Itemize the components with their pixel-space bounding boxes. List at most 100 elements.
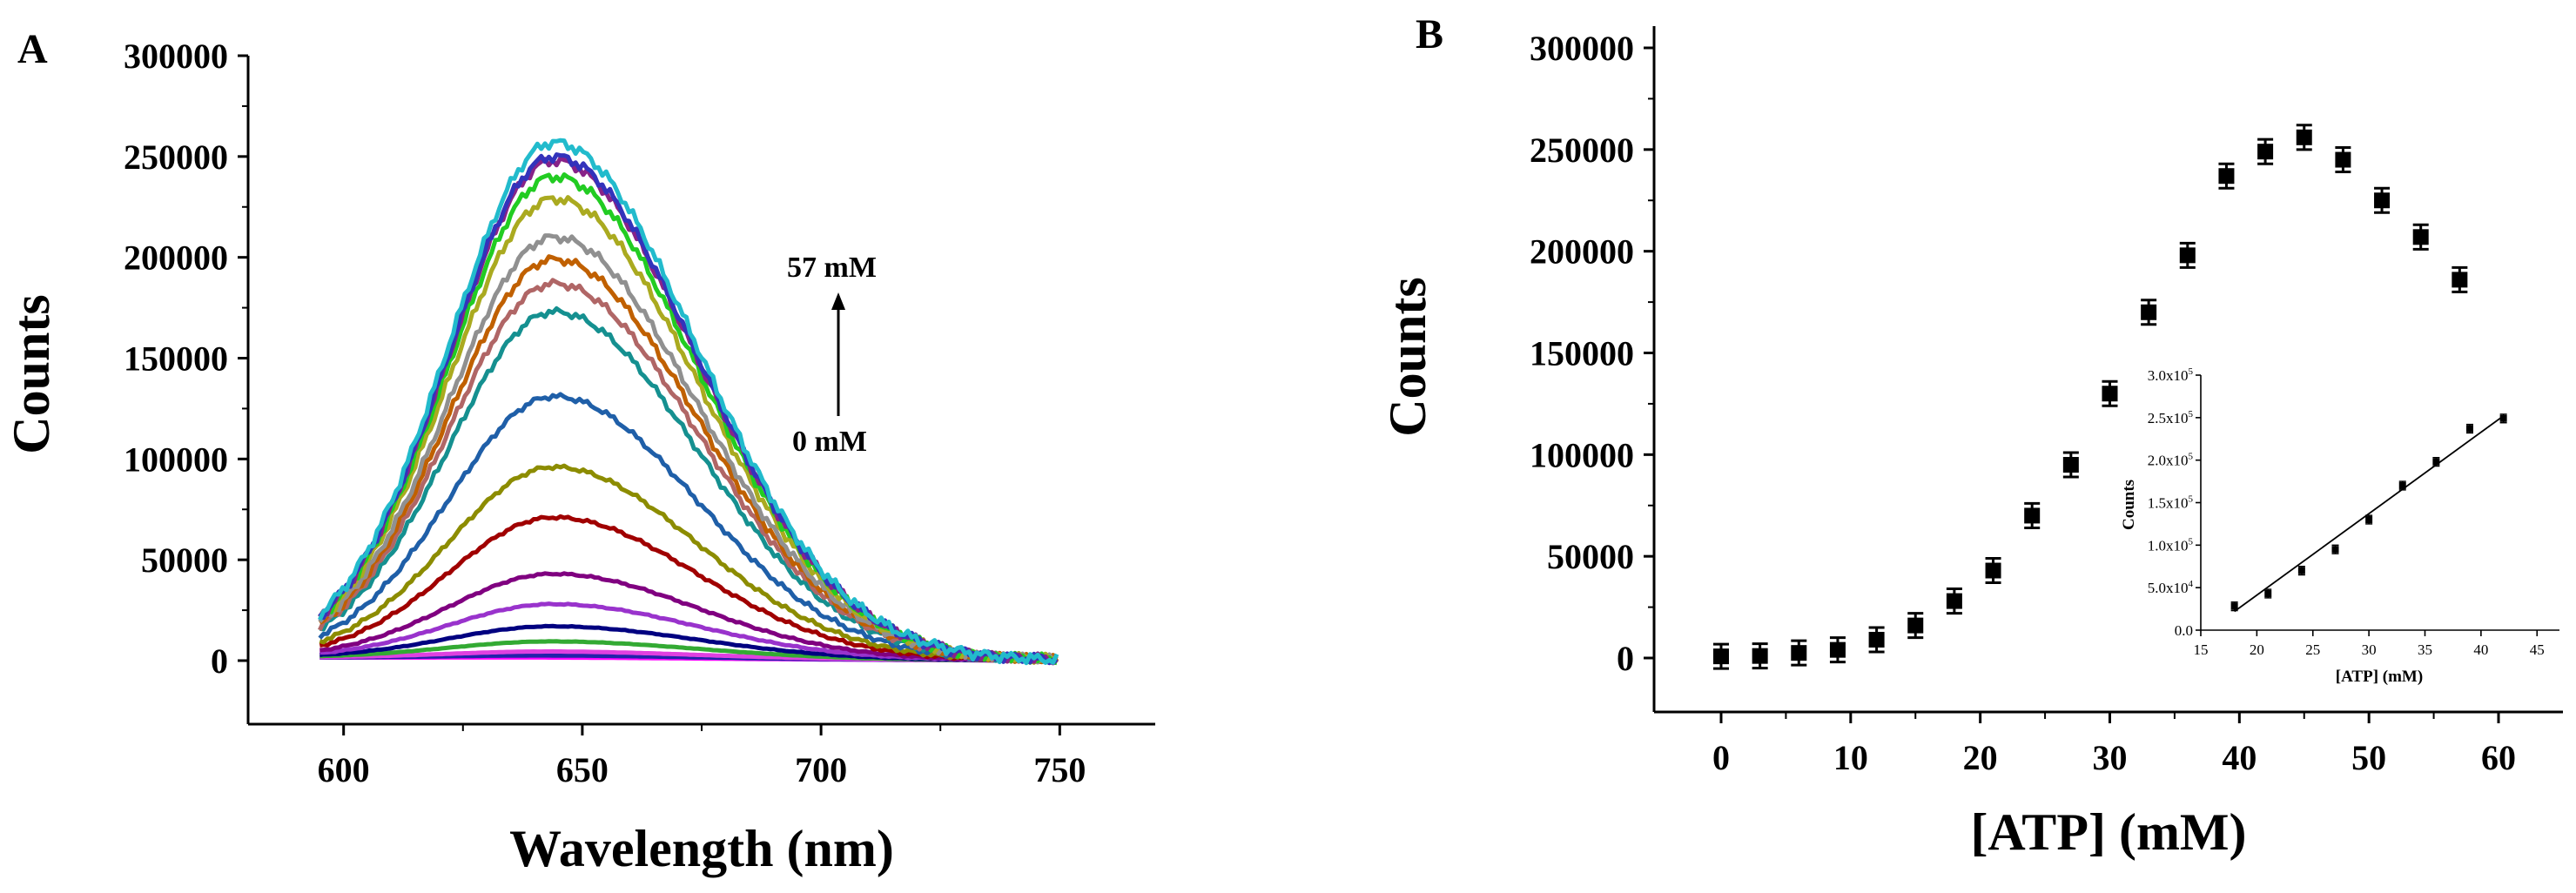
spectrum-line-42-mm [318,195,1059,665]
inset-y-tick-mantissa: 1.5x10 [2148,495,2189,512]
panel-a: A 0 50000 100000 150000 200000 250000 300000 60… [3,26,1155,877]
panel-a-y-tick-label: 100000 [124,440,228,479]
inset-x-tick-label: 25 [2305,641,2320,658]
inset-y-tick-mantissa: 2.0x10 [2148,453,2189,469]
inset-x-tick-label: 45 [2530,641,2545,658]
panel-a-y-tick-label: 300000 [124,37,228,76]
inset-y-tick-exponent: 5 [2189,366,2194,377]
inset-fit-line [2234,415,2505,613]
inset-y-tick-mantissa: 5.0x10 [2148,580,2189,596]
panel-b-data-point [1907,617,1924,634]
inset-y-tick-label: 2.5x105 [2148,409,2194,426]
inset-x-tick-label: 20 [2250,641,2264,658]
panel-a-y-tick-label: 200000 [124,238,228,278]
panel-a-letter: A [17,26,48,72]
panel-b-x-tick-label: 30 [2093,738,2128,777]
panel-b-y-tick-label: 100000 [1530,435,1634,474]
inset-x-tick-label: 30 [2362,641,2377,658]
inset-data-point [2466,425,2473,433]
inset-x-axis-title: [ATP] (mM) [2336,668,2423,686]
panel-a-y-tick-label: 50000 [141,540,228,580]
panel-a-y-tick-label: 150000 [124,339,228,379]
inset-x-tick-label: 35 [2418,641,2432,658]
inset-y-tick-exponent: 5 [2189,494,2194,505]
spectrum-line-21-mm [319,514,1058,664]
inset-data-point [2499,414,2507,422]
spectrum-line-39-mm [318,233,1058,665]
panel-b-x-tick-label: 10 [1833,738,1868,777]
inset-y-tick-exponent: 5 [2189,536,2194,547]
panel-b-letter: B [1416,11,1443,57]
inset-y-tick-exponent: 5 [2189,409,2194,420]
spectrum-line-54-mm [318,138,1059,666]
inset-y-tick-label: 3.0x105 [2148,366,2194,384]
inset-y-tick-mantissa: 3.0x10 [2148,367,2189,384]
panel-a-x-axis-title: Wavelength (nm) [509,820,894,877]
annotation-57mm: 57 mM [787,252,877,284]
inset-y-tick-mantissa: 0.0 [2175,622,2193,639]
panel-b-data-point [2141,304,2157,320]
panel-a-y-axis-title: Counts [3,294,60,453]
inset-data-point [2398,481,2406,489]
inset-linear-fit [2234,415,2505,613]
panel-b-x-tick-label: 40 [2222,738,2257,777]
panel-b-data-point [2062,457,2079,473]
panel-b-data-point [1868,631,1885,648]
panel-b-data-point [2179,247,2196,264]
panel-a-x-tick-label: 750 [1033,750,1086,789]
inset-data-point [2264,590,2272,598]
panel-b-data-point [2296,129,2312,145]
panel-b-y-tick-label: 0 [1617,639,1634,678]
panel-b-y-tick-label: 300000 [1530,29,1634,68]
panel-a-x-tick-label: 600 [318,750,370,789]
annotation-0mm: 0 mM [792,426,867,458]
inset-background [2196,374,2562,631]
panel-b-x-tick-label: 20 [1963,738,1998,777]
panel-b-data-point [2218,168,2235,185]
panel-b-x-tick-label: 50 [2351,738,2386,777]
panel-b-data-point [1829,641,1846,658]
panel-b-data-point [2257,144,2274,160]
inset-y-tick-exponent: 5 [2189,452,2194,462]
inset-x-tick-label: 15 [2194,641,2209,658]
inset-data-point [2365,516,2373,524]
inset-data-point [2297,567,2305,574]
panel-b-data-points [1713,124,2468,670]
panel-a-ticks: 0 50000 100000 150000 200000 250000 300000 600 6… [124,37,1086,789]
panel-b-y-tick-label: 150000 [1530,334,1634,373]
panel-b-y-tick-label: 200000 [1530,232,1634,272]
panel-b-y-tick-label: 50000 [1547,537,1634,576]
panel-b-x-tick-label: 60 [2481,738,2516,777]
panel-b-data-point [2374,192,2391,209]
inset-data-point [2230,602,2238,610]
panel-b-data-point [2102,386,2118,402]
panel-b-data-point [1946,593,1962,609]
inset-data-point [2331,546,2339,554]
inset-y-tick-mantissa: 1.0x10 [2148,537,2189,554]
panel-b-data-point [1713,648,1729,665]
panel-b-data-point [1791,645,1807,661]
inset-y-tick-label: 1.5x105 [2148,494,2194,512]
inset-y-tick-label: 5.0x104 [2148,579,2194,596]
panel-b-data-point [2024,507,2041,524]
panel-b-ticks: 0 50000 100000 150000 200000 250000 300000 0 10 2… [1530,29,2516,777]
panel-b-data-point [1752,648,1768,664]
panel-a-x-tick-label: 650 [556,750,609,789]
panel-b: B 0 50000 100000 150000 200000 250000 300000 0 1… [1379,11,2563,861]
inset-y-tick-label: 0.0 [2175,622,2193,639]
panel-a-y-tick-label: 0 [211,641,228,681]
panel-b-data-point [2412,229,2429,245]
annotation-arrow [831,292,845,416]
inset-y-tick-label: 1.0x105 [2148,536,2194,554]
inset-x-tick-label: 40 [2473,641,2488,658]
inset-y-axis-title: Counts [2120,480,2138,530]
inset-y-tick-mantissa: 2.5x10 [2148,410,2189,426]
inset-ticks: 0.05.0x1041.0x1051.5x1052.0x1052.5x1053.… [2148,366,2545,658]
panel-a-x-tick-label: 700 [795,750,847,789]
panel-b-y-tick-label: 250000 [1530,131,1634,170]
panel-b-data-point [1985,562,2001,579]
inset-y-tick-exponent: 4 [2189,579,2194,589]
inset-data-points [2230,413,2507,612]
panel-a-spectra [318,138,1059,666]
